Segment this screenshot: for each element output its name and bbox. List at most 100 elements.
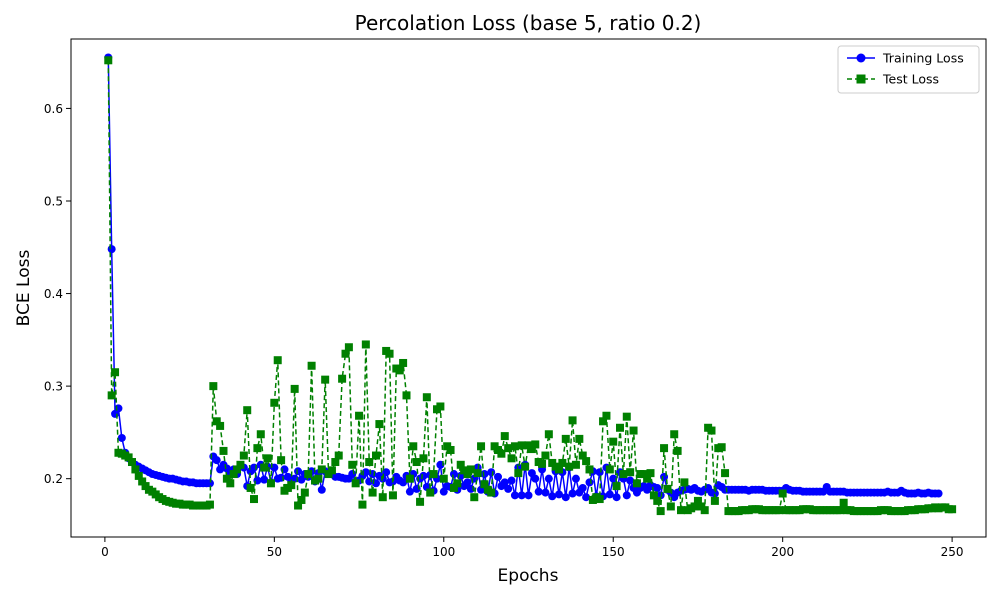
x-axis-title: Epochs: [498, 566, 559, 586]
legend-training-marker: [856, 53, 866, 63]
data-point: [222, 474, 231, 483]
data-point: [585, 478, 594, 487]
data-point: [578, 483, 587, 492]
data-point: [541, 488, 550, 497]
x-axis: 0 50 100 150 200 250: [101, 537, 964, 559]
data-point: [361, 340, 370, 349]
data-point: [632, 479, 641, 488]
data-point: [680, 478, 689, 487]
data-point: [677, 506, 685, 515]
data-point: [646, 469, 655, 478]
data-point: [504, 484, 513, 493]
y-tick-label: 0.4: [44, 287, 63, 301]
data-point: [253, 444, 262, 453]
data-point: [605, 490, 614, 499]
data-point: [595, 468, 604, 477]
data-point: [348, 470, 357, 479]
data-point: [649, 491, 658, 500]
data-point: [510, 442, 519, 451]
data-point: [578, 451, 587, 460]
plot-area: [70, 38, 987, 538]
data-point: [117, 433, 126, 442]
data-point: [243, 406, 252, 415]
data-point: [331, 458, 340, 467]
data-point: [626, 476, 635, 485]
data-point: [534, 487, 543, 496]
data-point: [514, 469, 523, 478]
data-point: [368, 488, 377, 497]
data-point: [473, 469, 482, 478]
data-point: [775, 506, 784, 515]
data-point: [277, 456, 286, 465]
data-point: [558, 458, 567, 467]
y-tick-label: 0.3: [44, 380, 63, 394]
data-point: [700, 506, 709, 515]
data-point: [500, 432, 509, 441]
data-point: [629, 426, 638, 435]
data-point: [463, 478, 472, 487]
data-point: [128, 458, 136, 467]
series-training-loss: [104, 53, 943, 502]
data-point: [399, 478, 408, 487]
data-point: [524, 491, 533, 500]
data-point: [521, 462, 530, 471]
data-point: [565, 462, 574, 471]
data-point: [304, 470, 313, 479]
data-point: [256, 430, 265, 439]
data-point: [317, 485, 326, 494]
data-point: [399, 358, 408, 367]
data-point: [205, 479, 214, 488]
data-point: [707, 426, 716, 435]
data-point: [348, 460, 357, 469]
data-point: [616, 423, 624, 432]
series-line: [107, 57, 939, 500]
data-point: [721, 469, 730, 478]
data-point: [375, 420, 384, 429]
data-point: [585, 465, 594, 474]
data-point: [666, 502, 675, 511]
data-point: [670, 430, 679, 439]
data-point: [341, 349, 350, 358]
data-point: [351, 479, 360, 488]
x-tick-label: 200: [771, 545, 794, 559]
data-point: [599, 417, 608, 426]
data-point: [419, 471, 428, 480]
data-point: [507, 454, 516, 463]
data-point: [338, 374, 347, 383]
data-point: [541, 451, 550, 460]
data-point: [836, 506, 845, 515]
data-point: [266, 479, 275, 488]
data-point: [212, 456, 221, 465]
data-point: [626, 468, 635, 477]
legend: Training Loss Test Loss: [837, 45, 980, 94]
data-point: [660, 444, 669, 453]
data-point: [416, 497, 425, 506]
data-point: [388, 491, 397, 500]
data-point: [114, 404, 123, 413]
data-point: [710, 496, 719, 505]
data-point: [107, 245, 116, 254]
data-point: [494, 472, 502, 481]
data-point: [300, 488, 309, 497]
x-tick-label: 150: [602, 545, 625, 559]
data-point: [236, 460, 245, 469]
data-point: [561, 434, 570, 443]
data-point: [385, 349, 394, 358]
data-point: [582, 457, 591, 466]
data-point: [653, 483, 662, 492]
data-point: [510, 491, 519, 500]
data-point: [622, 491, 631, 500]
data-point: [422, 393, 431, 402]
data-point: [419, 454, 428, 463]
data-point: [439, 474, 448, 483]
data-point: [582, 493, 591, 502]
data-point: [378, 474, 387, 483]
data-point: [287, 481, 296, 490]
data-point: [470, 493, 479, 502]
data-point: [531, 474, 540, 483]
data-point: [531, 440, 540, 449]
data-point: [948, 505, 957, 514]
data-point: [517, 491, 526, 500]
legend-training-label: Training Loss: [882, 51, 964, 66]
data-point: [307, 361, 316, 370]
